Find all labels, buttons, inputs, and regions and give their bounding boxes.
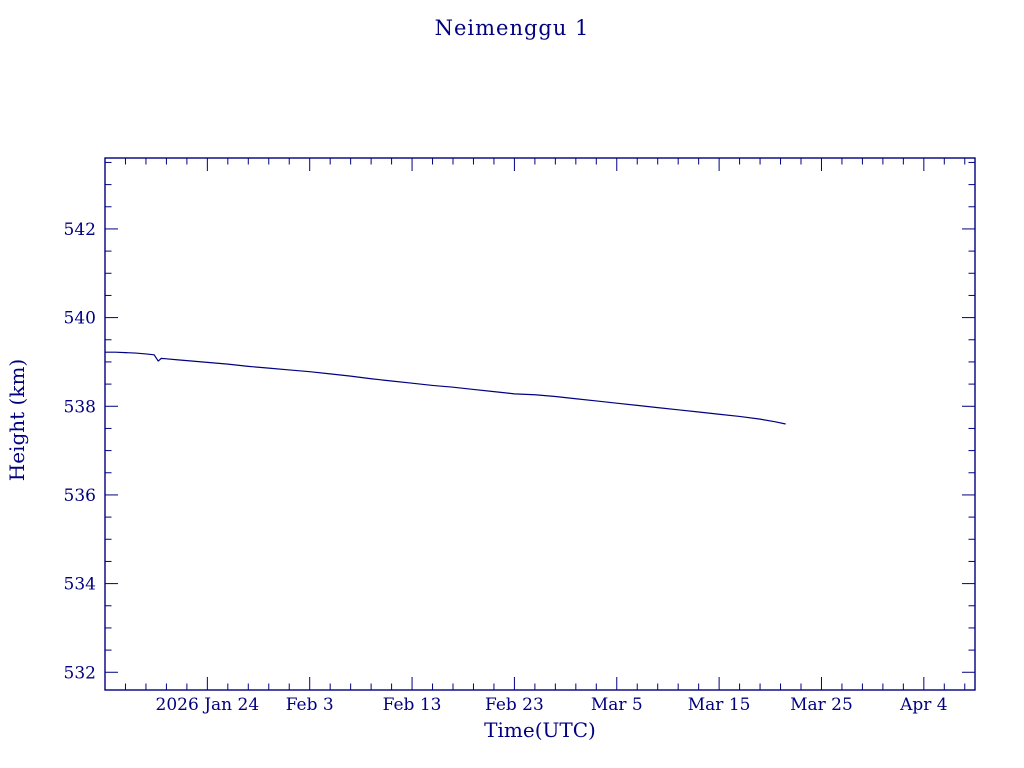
chart-title: Neimenggu 1 — [434, 16, 590, 40]
x-tick-label: Apr 4 — [899, 695, 948, 715]
x-tick-label: 2026 Jan 24 — [156, 695, 260, 715]
x-tick-label: Feb 3 — [286, 695, 334, 715]
y-tick-label: 532 — [64, 663, 96, 683]
x-tick-label: Mar 15 — [688, 695, 751, 715]
y-tick-label: 542 — [64, 220, 96, 240]
x-tick-label: Mar 5 — [591, 695, 643, 715]
y-tick-label: 540 — [64, 309, 96, 329]
y-tick-label: 536 — [64, 486, 96, 506]
plot-frame — [104, 157, 976, 691]
height-series-line — [105, 351, 786, 425]
x-tick-label: Feb 23 — [485, 695, 544, 715]
y-tick-label: 534 — [64, 575, 96, 595]
x-axis-label: Time(UTC) — [484, 718, 596, 742]
y-tick-label: 538 — [64, 397, 96, 417]
x-tick-label: Feb 13 — [383, 695, 442, 715]
x-tick-label: Mar 25 — [790, 695, 853, 715]
